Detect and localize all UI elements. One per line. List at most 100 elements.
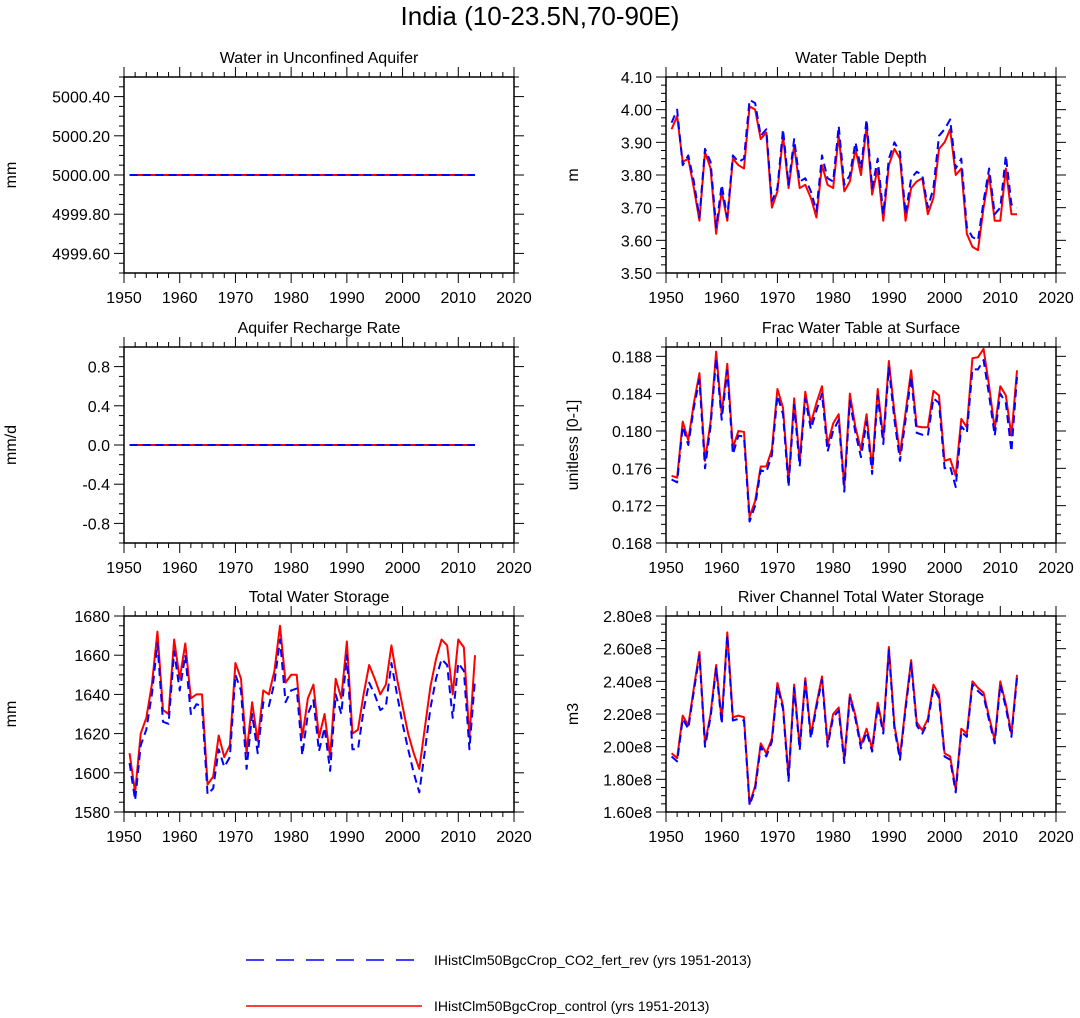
y-tick-label: 4.10 [621,70,652,87]
y-tick-label: 0.176 [612,461,652,478]
panel-2: Water Table Depth m 1950 1960 1970 1980 1990 20… [565,50,1074,307]
x-tick-label: 2010 [440,290,476,307]
panel-title: Water Table Depth [795,50,927,67]
y-axis-label: m [565,168,582,181]
y-tick-label: 1680 [74,609,110,626]
x-tick-label: 1990 [329,829,365,846]
panel-4: Frac Water Table at Surface unitless [0-1… [565,320,1074,577]
y-tick-label: 3.90 [621,135,652,152]
x-tick-label: 1990 [871,829,907,846]
x-tick-label: 1950 [648,829,684,846]
x-tick-label: 2000 [385,560,421,577]
y-tick-label: 3.70 [621,201,652,218]
x-tick-label: 2000 [927,560,963,577]
y-tick-label: 1.60e8 [603,805,652,822]
x-tick-label: 1990 [871,560,907,577]
panel-title: Water in Unconfined Aquifer [220,50,419,67]
x-tick-label: 1950 [648,560,684,577]
y-tick-label: 2.60e8 [603,642,652,659]
y-tick-label: 3.60 [621,233,652,250]
y-tick-label: 1580 [74,805,110,822]
x-tick-label: 1980 [273,560,309,577]
x-tick-label: 2020 [1038,560,1074,577]
x-tick-label: 1990 [871,290,907,307]
x-tick-label: 2020 [496,829,532,846]
x-tick-label: 1950 [648,290,684,307]
x-tick-label: 1970 [760,290,796,307]
x-tick-label: 2020 [496,290,532,307]
x-tick-label: 1990 [329,560,365,577]
x-tick-label: 2000 [927,829,963,846]
y-tick-label: 0.180 [612,424,652,441]
y-tick-label: 0.188 [612,349,652,366]
series-line-control [670,631,1018,805]
x-tick-label: 1960 [704,290,740,307]
y-tick-label: -0.4 [82,477,110,494]
series-line-co2-fert-rev [670,634,1018,807]
x-tick-label: 1960 [162,290,198,307]
series-line-control [670,105,1017,252]
page-title: India (10-23.5N,70-90E) [400,1,680,31]
y-tick-label: 5000.20 [52,129,110,146]
x-tick-label: 2020 [496,560,532,577]
x-tick-label: 1970 [218,829,254,846]
x-tick-label: 2010 [440,560,476,577]
y-tick-label: 0.8 [88,360,110,377]
x-tick-label: 1960 [162,560,198,577]
y-axis-label: mm [3,701,20,728]
panel-title: River Channel Total Water Storage [738,589,984,606]
x-tick-label: 1980 [815,290,851,307]
y-tick-label: 0.4 [88,399,110,416]
y-tick-label: 3.80 [621,168,652,185]
x-tick-label: 1980 [273,829,309,846]
x-tick-label: 2010 [982,560,1018,577]
panel-title: Total Water Storage [249,589,390,606]
x-tick-label: 2010 [982,829,1018,846]
y-tick-label: 1.80e8 [603,772,652,789]
x-tick-label: 2020 [1038,829,1074,846]
y-tick-label: 2.40e8 [603,674,652,691]
x-tick-label: 1980 [815,560,851,577]
x-tick-label: 2000 [927,290,963,307]
y-tick-label: 1660 [74,648,110,665]
x-tick-label: 2000 [385,829,421,846]
x-tick-label: 1960 [704,829,740,846]
y-tick-label: 2.00e8 [603,740,652,757]
plot-frame [123,615,515,813]
y-tick-label: 5000.40 [52,90,110,107]
legend-label-co2-fert-rev: IHistClm50BgcCrop_CO2_fert_rev (yrs 1951… [434,952,752,968]
panel-title: Frac Water Table at Surface [762,320,960,337]
panel-6: River Channel Total Water Storage m3 1950 1… [565,589,1074,846]
series-line-co2-fert-rev [128,638,476,802]
x-tick-label: 1960 [162,829,198,846]
x-tick-label: 1970 [218,560,254,577]
x-tick-label: 1980 [273,290,309,307]
series-line-co2-fert-rev [671,357,1018,523]
y-tick-label: 1620 [74,727,110,744]
x-tick-label: 1960 [704,560,740,577]
y-tick-label: 5000.00 [52,168,110,185]
x-tick-label: 1970 [218,290,254,307]
legend-label-control: IHistClm50BgcCrop_control (yrs 1951-2013… [434,998,710,1014]
y-tick-label: 4999.60 [52,246,110,263]
panel-3: Aquifer Recharge Rate mm/d 1950 1960 1970 198… [3,320,532,577]
x-tick-label: 1970 [760,829,796,846]
y-tick-label: 2.20e8 [603,707,652,724]
plot-frame [665,346,1057,544]
y-tick-label: 0.172 [612,499,652,516]
x-tick-label: 1950 [106,560,142,577]
x-tick-label: 1990 [329,290,365,307]
y-tick-label: 0.0 [88,438,110,455]
y-tick-label: 1640 [74,687,110,704]
x-tick-label: 2010 [440,829,476,846]
x-tick-label: 1950 [106,829,142,846]
y-tick-label: 1600 [74,766,110,783]
y-tick-label: 3.50 [621,266,652,283]
series-line-co2-fert-rev [670,98,1018,242]
y-tick-label: 4999.80 [52,207,110,224]
x-tick-label: 2020 [1038,290,1074,307]
panel-5: Total Water Storage mm 1950 1960 1970 1980 199… [3,589,532,846]
y-tick-label: 4.00 [621,103,652,120]
